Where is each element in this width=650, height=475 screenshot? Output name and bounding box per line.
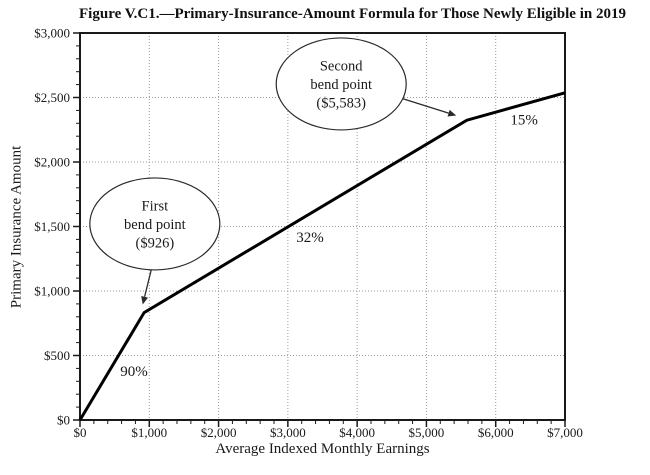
figure-title: Figure V.C1.—Primary-Insurance-Amount Fo… [79,6,626,22]
callout-text-second-bend-point: Second [320,58,363,74]
x-axis-label: Average Indexed Monthly Earnings [215,441,430,457]
callout-arrow-shaft [402,98,449,114]
y-tick-label: $1,000 [34,284,70,299]
callout-arrow-head [447,109,457,117]
segment-rate-label: 15% [510,112,538,128]
callout-text-first-bend-point: ($926) [135,235,174,251]
y-tick-label: $0 [57,413,70,428]
callout-text-first-bend-point: First [142,198,169,214]
callout-text-first-bend-point: bend point [124,217,186,233]
x-tick-label: $2,000 [201,425,237,440]
callout-arrow-head [141,295,149,305]
x-tick-label: $7,000 [547,425,583,440]
callout-arrow-shaft [143,266,153,297]
callout-ellipse-second-bend-point [275,37,407,131]
y-tick-label: $500 [44,348,70,363]
x-tick-label: $0 [74,425,87,440]
x-tick-label: $3,000 [270,425,306,440]
segment-rate-label: 90% [120,364,148,380]
callout-ellipse-first-bend-point [89,177,221,271]
y-tick-label: $1,500 [34,219,70,234]
segment-rate-label: 32% [296,230,324,246]
x-tick-label: $6,000 [478,425,514,440]
x-tick-label: $5,000 [409,425,445,440]
x-tick-label: $4,000 [339,425,375,440]
y-tick-label: $2,000 [34,155,70,170]
x-tick-label: $1,000 [131,425,167,440]
callout-text-second-bend-point: ($5,583) [316,95,366,111]
pia-formula-line [78,91,566,421]
y-axis-label: Primary Insurance Amount [8,145,25,309]
y-tick-label: $3,000 [34,26,70,41]
callout-text-second-bend-point: bend point [310,77,372,93]
y-tick-label: $2,500 [34,90,70,105]
